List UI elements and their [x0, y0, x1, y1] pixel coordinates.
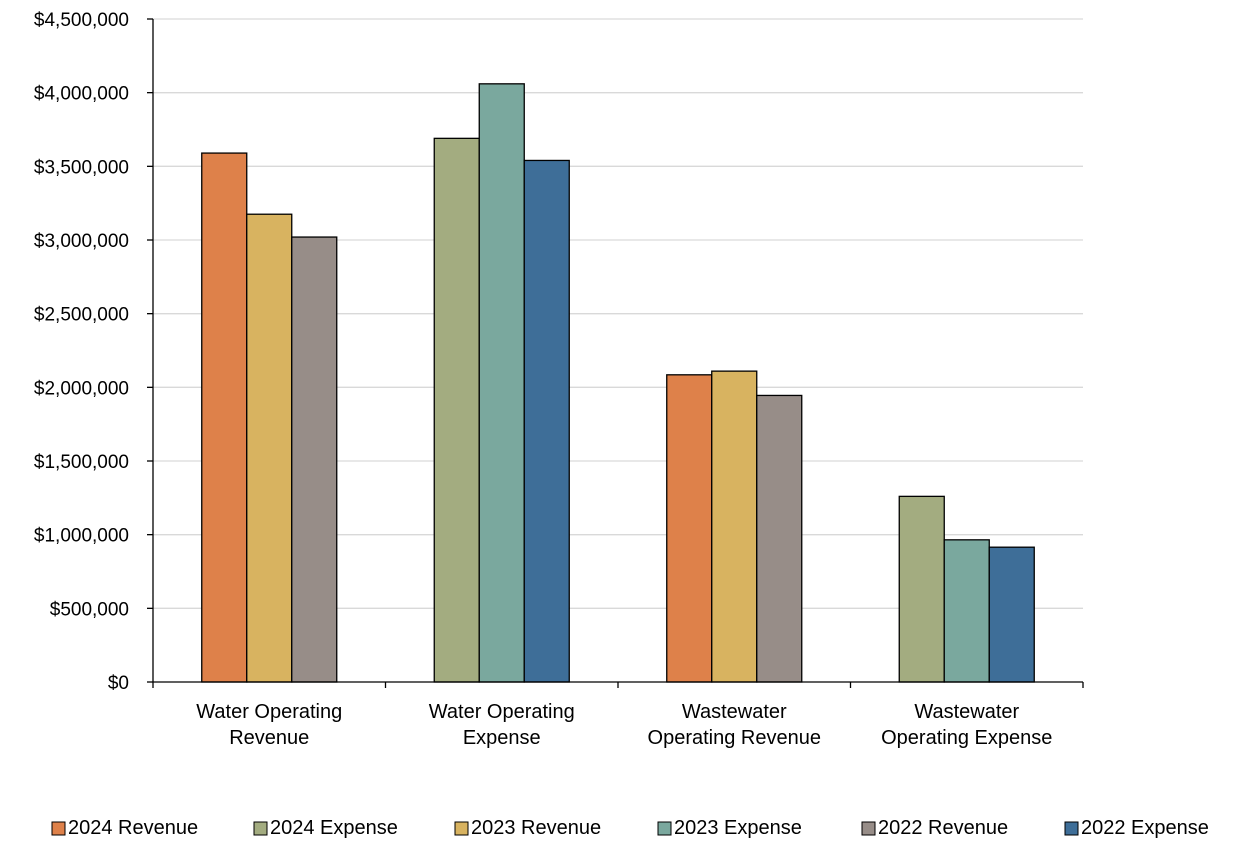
- x-category-label: Water Operating: [196, 701, 342, 723]
- y-tick-label: $4,000,000: [34, 84, 129, 105]
- x-category-label: Revenue: [229, 727, 309, 749]
- y-tick-label: $3,000,000: [34, 231, 129, 252]
- y-tick-label: $500,000: [50, 599, 129, 620]
- x-category-label: Expense: [463, 727, 541, 749]
- y-tick-label: $1,000,000: [34, 526, 129, 547]
- x-axis-category-labels: Water Operating Revenue Water Operating Exp…: [196, 701, 1052, 749]
- legend-item: 2022 Revenue: [861, 817, 1008, 839]
- bar: [478, 83, 525, 683]
- legend-swatch: [657, 821, 672, 836]
- legend-item: 2023 Revenue: [454, 817, 601, 839]
- legend-swatch: [253, 821, 268, 836]
- legend-label: 2023 Expense: [674, 817, 802, 839]
- bar: [943, 539, 990, 683]
- legend-swatch: [51, 821, 66, 836]
- legend-item: 2024 Revenue: [51, 817, 198, 839]
- y-tick-label: $2,000,000: [34, 378, 129, 399]
- bar: [666, 374, 713, 683]
- bar: [201, 152, 248, 683]
- bar: [756, 394, 803, 683]
- bar: [711, 370, 758, 683]
- bar: [433, 137, 480, 683]
- bar: [988, 546, 1035, 683]
- legend-label: 2023 Revenue: [471, 817, 601, 839]
- y-tick-label: $0: [108, 673, 129, 694]
- legend-item: 2022 Expense: [1064, 817, 1209, 839]
- bar: [246, 213, 293, 683]
- legend-swatch: [454, 821, 469, 836]
- x-category-label: Water Operating: [429, 701, 575, 723]
- bars: [201, 83, 1035, 683]
- legend-label: 2024 Expense: [270, 817, 398, 839]
- x-category-label: Operating Expense: [881, 727, 1052, 749]
- x-category-label: Wastewater: [682, 701, 787, 723]
- bar: [898, 495, 945, 683]
- legend: 2024 Revenue 2024 Expense 2023 Revenue 2023…: [51, 817, 1209, 839]
- axes: [147, 18, 1084, 688]
- bar: [291, 236, 338, 683]
- legend-swatch: [1064, 821, 1079, 836]
- y-tick-label: $1,500,000: [34, 452, 129, 473]
- y-tick-label: $3,500,000: [34, 157, 129, 178]
- bar: [523, 159, 570, 683]
- legend-swatch: [861, 821, 876, 836]
- legend-label: 2022 Expense: [1081, 817, 1209, 839]
- legend-item: 2023 Expense: [657, 817, 802, 839]
- legend-item: 2024 Expense: [253, 817, 398, 839]
- y-axis-tick-labels: $0 $500,000 $1,000,000 $1,500,000 $2,000,000…: [34, 10, 129, 694]
- y-tick-label: $4,500,000: [34, 10, 129, 31]
- legend-label: 2022 Revenue: [878, 817, 1008, 839]
- x-category-label: Operating Revenue: [648, 727, 821, 749]
- legend-label: 2024 Revenue: [68, 817, 198, 839]
- y-tick-label: $2,500,000: [34, 305, 129, 326]
- x-category-label: Wastewater: [914, 701, 1019, 723]
